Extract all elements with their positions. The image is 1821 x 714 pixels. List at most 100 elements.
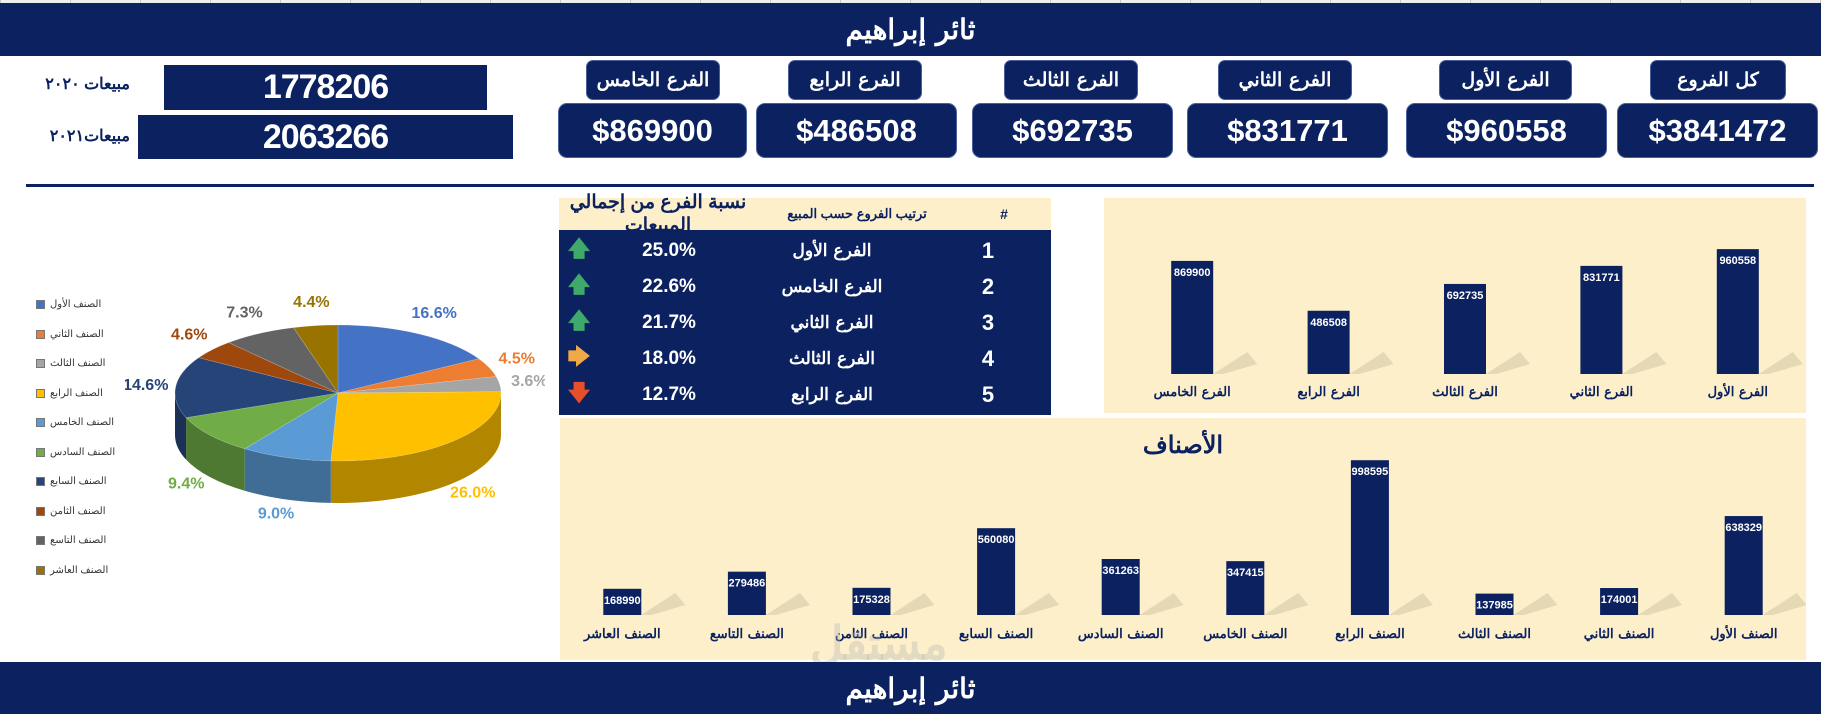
legend-swatch: [36, 359, 45, 369]
bar-value-label: 638329: [1725, 522, 1762, 534]
branch-value-2: $831771: [1187, 103, 1388, 158]
arrow-down-icon: 🡇: [567, 380, 591, 405]
arrow-up-icon: 🡅: [567, 308, 591, 333]
bar: [1475, 593, 1514, 615]
bar: [1226, 561, 1265, 615]
legend-label: الصنف العاشر: [50, 564, 109, 576]
bar-value-label: 869900: [1174, 267, 1211, 279]
category-tick-label: الصنف العاشر: [583, 627, 661, 642]
branch-value-1: $960558: [1406, 103, 1607, 158]
branch-bar-chart: 960558 الفرع الأول 831771 الفرع الثاني 69273…: [1154, 249, 1803, 400]
legend-label: الصنف السادس: [50, 446, 116, 458]
bar-shadow: [1388, 593, 1433, 615]
bar: [1444, 283, 1486, 374]
bar: [1580, 265, 1623, 374]
pie-slice-side: [330, 393, 501, 503]
bar-shadow: [1622, 352, 1667, 374]
pie-data-label: 14.6%: [125, 377, 168, 394]
rank-num: 1: [981, 238, 995, 263]
table-row: 🡇 12.7% الفرع الرابع 5: [559, 377, 1051, 413]
table-row: 🡅 25.0% الفرع الأول 1: [559, 233, 1051, 269]
branch-label-2: الفرع الثاني: [1218, 60, 1352, 100]
rank-name: الفرع الأول: [792, 241, 872, 261]
rank-name: الفرع الخامس: [781, 277, 883, 297]
branch-label-3: الفرع الثالث: [1004, 60, 1138, 100]
pie-data-label: 4.5%: [499, 350, 535, 367]
pie-slice: [243, 392, 339, 462]
pie-slice: [227, 327, 339, 394]
legend-label: الصنف السابع: [50, 476, 107, 488]
branch-label-5: الفرع الخامس: [586, 60, 720, 100]
bar: [852, 587, 891, 615]
table-row: 🡆 18.0% الفرع الثالث 4: [559, 341, 1051, 377]
bar-shadow: [890, 593, 935, 615]
ranking-table: نسبة الفرع من إجمالي المبيعات ترتيب الفر…: [559, 192, 1051, 415]
footer-banner: ثائر إبراهيم: [0, 662, 1821, 714]
pie-data-label: 16.6%: [411, 305, 456, 322]
category-tick-label: الصنف السادس: [1078, 627, 1164, 642]
pie-slice: [330, 391, 502, 462]
category-tick-label: الفرع الثاني: [1570, 385, 1634, 400]
bar-shadow: [1638, 593, 1683, 615]
pie-data-label: 7.3%: [226, 305, 262, 322]
bar-value-label: 560080: [978, 534, 1015, 546]
rank-num: 2: [981, 274, 995, 299]
bar-value-label: 174001: [1601, 594, 1638, 606]
category-chart-panel: الأصناف 638329 الصنف الأول 174001 الصنف الث…: [560, 418, 1807, 660]
header-pct: نسبة الفرع من إجمالي المبيعات: [569, 192, 747, 236]
sheet-gridlines: [0, 0, 1821, 3]
bar-value-label: 998595: [1352, 466, 1389, 478]
ranking-body: 🡅 25.0% الفرع الأول 1 🡅 22.6% الفرع الخا…: [559, 230, 1051, 415]
pie-slice: [292, 324, 339, 394]
branch-chart-panel: 960558 الفرع الأول 831771 الفرع الثاني 69273…: [1104, 198, 1806, 413]
rank-pct: 25.0%: [642, 240, 696, 261]
pie-slice: [198, 342, 339, 394]
branch-label-all: كل الفروع: [1650, 60, 1786, 100]
branch-value-3: $692735: [972, 103, 1173, 158]
pie-data-label: 26.0%: [450, 484, 495, 501]
branch-value-5: $869900: [558, 103, 747, 158]
bar-value-label: 137985: [1476, 600, 1513, 612]
bar: [1724, 516, 1763, 615]
legend-item: الصنف الثاني: [36, 320, 115, 350]
legend-swatch: [36, 477, 45, 487]
category-tick-label: الصنف الأول: [1710, 625, 1778, 642]
pie-data-label: 3.6%: [511, 373, 545, 390]
pie-slice-side: [175, 393, 187, 460]
rank-num: 4: [981, 346, 995, 371]
bar-value-label: 279486: [729, 578, 766, 590]
bar-value-label: 168990: [604, 595, 641, 607]
legend-swatch: [36, 418, 45, 428]
category-tick-label: الفرع الثالث: [1432, 385, 1498, 400]
legend-label: الصنف الثالث: [50, 358, 106, 370]
category-bar-chart: 638329 الصنف الأول 174001 الصنف الثاني 13798…: [583, 460, 1807, 642]
rank-num: 3: [981, 310, 995, 335]
legend-label: الصنف الثامن: [50, 505, 106, 517]
bar-value-label: 486508: [1310, 317, 1347, 329]
legend-label: الصنف الرابع: [50, 387, 103, 399]
legend-item: الصنف العاشر: [36, 556, 115, 586]
legend-item: الصنف السابع: [36, 467, 115, 497]
bar-shadow: [1513, 593, 1558, 615]
rank-name: الفرع الثالث: [788, 349, 876, 369]
legend-item: الصنف الثامن: [36, 497, 115, 527]
pie-slice: [337, 376, 502, 394]
rank-name: الفرع الثاني: [790, 313, 874, 333]
bar: [1350, 460, 1389, 615]
rank-pct: 18.0%: [642, 348, 696, 369]
category-tick-label: الفرع الأول: [1708, 383, 1768, 400]
legend-swatch: [36, 536, 45, 546]
bar-shadow: [1349, 352, 1394, 374]
arrow-right-icon: 🡆: [567, 344, 591, 369]
bar: [603, 588, 642, 615]
sales-2020-value: 1778206: [164, 65, 487, 110]
bar: [727, 571, 766, 615]
bar-value-label: 960558: [1719, 255, 1756, 267]
category-tick-label: الصنف الخامس: [1203, 627, 1287, 642]
legend-label: الصنف الثاني: [50, 328, 104, 340]
bar: [1600, 588, 1639, 615]
header-name: ترتيب الفروع حسب المبيع: [787, 206, 927, 221]
pie-slice-side: [186, 417, 245, 491]
category-tick-label: الصنف السابع: [959, 627, 1033, 642]
bar: [1307, 310, 1350, 374]
